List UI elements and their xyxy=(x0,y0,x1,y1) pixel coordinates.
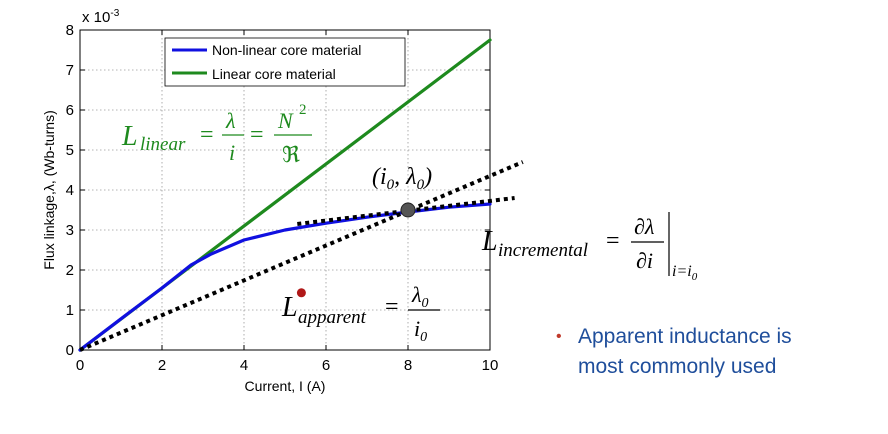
apparent-bullet-marker xyxy=(296,288,306,298)
apparent-inductance-formula: L apparent = λ0 i0 xyxy=(281,282,440,345)
note-line-1: Apparent inductance is xyxy=(578,325,792,348)
axis-ticks: 0 2 4 6 8 10 0 1 2 3 4 5 6 7 8 xyxy=(66,22,499,374)
y-tick-label: 7 xyxy=(66,62,74,79)
bullet-note: • Apparent inductance is most commonly u… xyxy=(556,322,856,382)
y-tick-label: 0 xyxy=(66,342,74,359)
x-axis-label: Current, I (A) xyxy=(245,378,326,394)
svg-text:linear: linear xyxy=(140,134,186,155)
svg-text:(i0, λ0): (i0, λ0) xyxy=(372,164,432,193)
svg-text:i: i xyxy=(229,140,235,165)
y-axis-label: Flux linkage,λ, (Wb-turns) xyxy=(41,110,57,269)
bullet-icon: • xyxy=(556,328,562,345)
legend-box xyxy=(164,37,406,87)
y-tick-label: 2 xyxy=(66,262,74,279)
y-tick-label: 5 xyxy=(66,142,74,159)
svg-text:apparent: apparent xyxy=(298,307,367,328)
svg-text:i=i0: i=i0 xyxy=(672,263,698,283)
operating-point-marker xyxy=(400,202,416,218)
operating-point-label: (i0, λ0) xyxy=(372,164,432,193)
markers xyxy=(296,202,416,298)
svg-text:L: L xyxy=(281,292,298,323)
svg-text:=: = xyxy=(200,122,214,148)
svg-text:∂λ: ∂λ xyxy=(634,214,654,239)
series-line-nonlinear xyxy=(78,202,492,352)
svg-text:L: L xyxy=(121,121,138,152)
svg-text:λ0: λ0 xyxy=(411,282,429,311)
linear-inductance-formula: L linear = λ i = N 2 ℜ xyxy=(121,102,312,167)
svg-text:N: N xyxy=(277,108,294,133)
svg-text:incremental: incremental xyxy=(498,240,588,261)
y-exponent-base: x 10 xyxy=(82,9,110,26)
x-tick-label: 8 xyxy=(404,357,412,374)
svg-text:L: L xyxy=(481,226,498,257)
svg-text:=: = xyxy=(606,228,620,254)
note-line-2: most commonly used xyxy=(578,355,777,378)
x-tick-label: 6 xyxy=(322,357,330,374)
x-tick-label: 2 xyxy=(158,357,166,374)
y-tick-label: 8 xyxy=(66,22,74,39)
y-tick-label: 4 xyxy=(66,182,74,199)
svg-text:2: 2 xyxy=(299,102,307,118)
y-tick-label: 6 xyxy=(66,102,74,119)
legend-label-linear: Linear core material xyxy=(212,66,336,82)
x-tick-label: 10 xyxy=(482,357,499,374)
incremental-inductance-formula: L incremental = ∂λ ∂i i=i0 xyxy=(481,212,698,283)
x-tick-label: 4 xyxy=(240,357,248,374)
y-exponent-label: x 10-3 xyxy=(82,8,120,26)
y-tick-label: 1 xyxy=(66,302,74,319)
apparent-secant-line xyxy=(79,160,524,352)
tangent-lines xyxy=(79,160,524,352)
legend: Non-linear core material Linear core mat… xyxy=(164,37,406,87)
svg-text:i0: i0 xyxy=(414,316,427,345)
svg-text:=: = xyxy=(385,294,399,320)
svg-text:λ: λ xyxy=(225,108,236,133)
svg-text:∂i: ∂i xyxy=(636,248,653,273)
y-exponent-value: -3 xyxy=(110,8,119,19)
legend-label-nonlinear: Non-linear core material xyxy=(212,42,361,58)
x-tick-label: 0 xyxy=(76,357,84,374)
svg-text:=: = xyxy=(250,122,264,148)
svg-text:ℜ: ℜ xyxy=(282,142,300,167)
y-tick-label: 3 xyxy=(66,222,74,239)
